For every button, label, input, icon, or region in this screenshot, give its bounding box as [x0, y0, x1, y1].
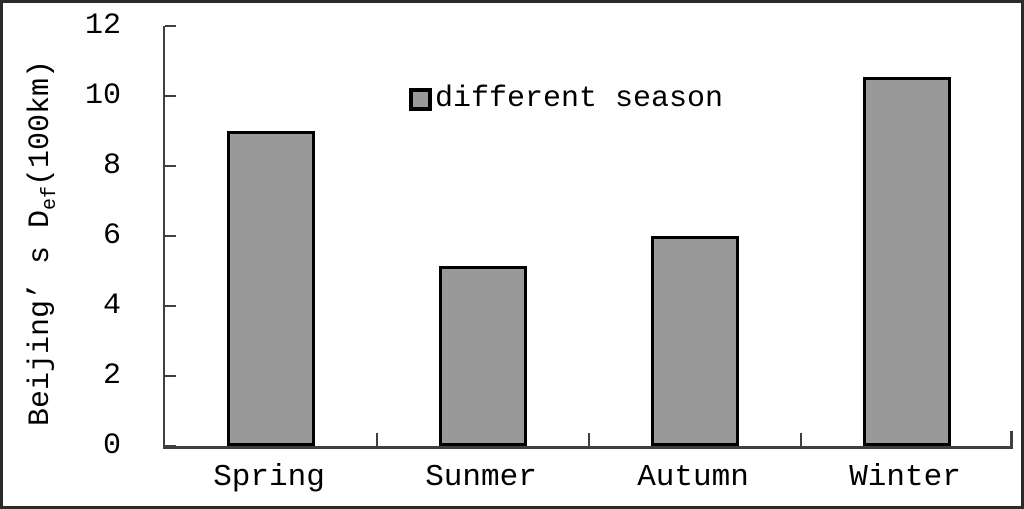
bar-autumn [651, 236, 739, 446]
y-axis-title-subscript: ef [39, 185, 62, 210]
y-tick-label-12: 12 [84, 9, 121, 43]
x-axis-endcap [1010, 431, 1013, 446]
x-category-label-spring: Spring [213, 460, 325, 495]
x-tick-mark-1 [376, 433, 378, 446]
bar-winter [863, 77, 951, 446]
x-category-label-winter: Winter [849, 460, 961, 495]
x-category-label-sunmer: Sunmer [425, 460, 537, 495]
y-tick-mark-6 [165, 235, 176, 237]
y-tick-label-6: 6 [102, 219, 121, 253]
bar-spring [227, 131, 315, 446]
y-tick-label-2: 2 [102, 359, 121, 393]
y-tick-label-10: 10 [84, 79, 121, 113]
x-tick-mark-3 [800, 433, 802, 446]
legend-swatch-icon [409, 87, 432, 111]
y-tick-label-8: 8 [102, 149, 121, 183]
y-tick-mark-12 [165, 25, 176, 27]
y-tick-mark-4 [165, 305, 176, 307]
y-tick-label-0: 0 [102, 429, 121, 463]
legend: different season [409, 83, 723, 115]
y-tick-label-4: 4 [102, 289, 121, 323]
x-category-label-autumn: Autumn [637, 460, 749, 495]
x-tick-mark-2 [588, 433, 590, 446]
plot-area [163, 25, 1013, 449]
y-tick-mark-2 [165, 375, 176, 377]
y-tick-mark-8 [165, 165, 176, 167]
y-tick-mark-0 [165, 445, 176, 447]
bar-sunmer [439, 266, 527, 446]
y-tick-mark-10 [165, 95, 176, 97]
legend-label: different season [435, 82, 724, 116]
